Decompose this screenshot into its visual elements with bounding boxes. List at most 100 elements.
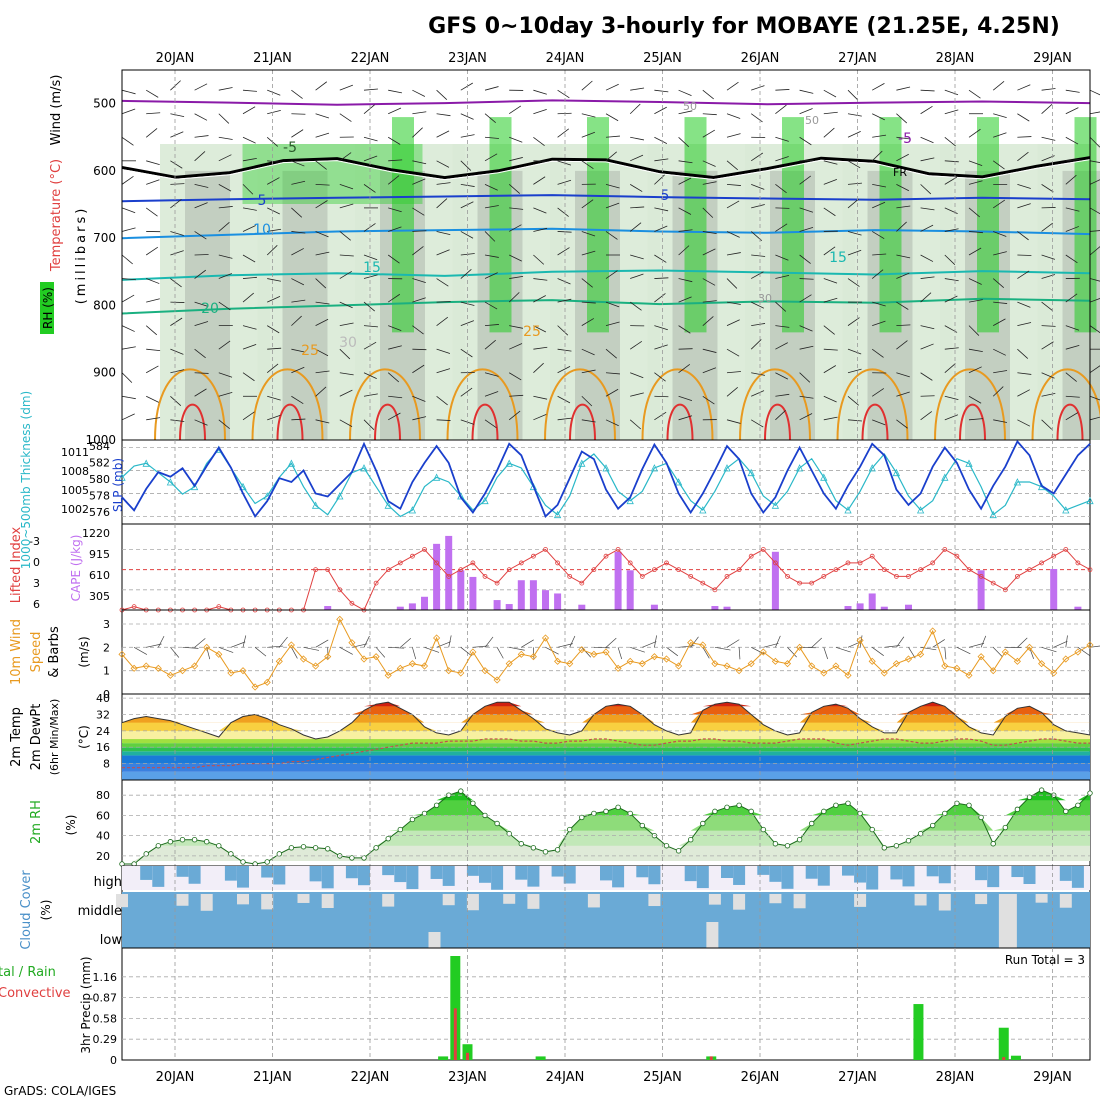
- lifted-index-point: [216, 604, 222, 610]
- cape-bar: [880, 606, 888, 610]
- isotherm-label: 20: [201, 301, 219, 317]
- rh-point: [276, 851, 282, 857]
- dewpoint-band: [122, 763, 1090, 772]
- wind-barb: [751, 301, 764, 309]
- cape-bar: [445, 535, 453, 610]
- cape-bar: [905, 604, 912, 610]
- wind-barb: [363, 155, 378, 162]
- wind-barb: [121, 346, 136, 350]
- cape-bar: [469, 576, 477, 610]
- cloud-low-gap: [428, 932, 441, 948]
- thickness-point: [626, 496, 634, 505]
- rh-shading-green: [587, 117, 609, 333]
- lifted-index-point: [1027, 567, 1032, 573]
- lifted-index-point: [506, 567, 512, 573]
- cape-tick-label: 1220: [82, 527, 110, 540]
- wind-barb: [388, 89, 403, 94]
- wind-barb: [557, 278, 571, 285]
- wind-barb: [1017, 84, 1031, 91]
- wind-barb: [291, 315, 302, 326]
- wind-barb: [146, 160, 160, 166]
- wind-barb: [872, 83, 885, 91]
- cape-bar: [626, 570, 634, 610]
- lifted-index-point: [712, 587, 718, 593]
- wind-barb: [242, 207, 257, 211]
- wind-speed-point: [844, 671, 852, 679]
- wind-barb: [291, 129, 304, 138]
- wind-barb: [121, 136, 134, 146]
- wind-barb: [629, 419, 642, 430]
- cloud-high-bar: [345, 866, 358, 879]
- rh-point: [349, 855, 355, 861]
- rh-point: [155, 843, 161, 849]
- wind-barb: [315, 200, 328, 209]
- wind-tick-label: 2: [103, 641, 110, 654]
- wind-barb: [871, 269, 884, 279]
- wind-barb: [388, 226, 402, 232]
- isotherm-label: 5: [258, 193, 267, 209]
- rh-point: [784, 843, 791, 849]
- wind-barb: [363, 635, 370, 648]
- wind-barb: [557, 247, 570, 256]
- wind-barb: [145, 128, 158, 138]
- thickness-point: [239, 482, 247, 491]
- wind-barb: [968, 348, 983, 353]
- wind-barb: [896, 221, 907, 232]
- temp-shade: [122, 702, 1090, 715]
- wind-barb: [375, 647, 386, 658]
- wind-speed-point: [1013, 657, 1021, 665]
- wind-speed-point: [941, 662, 949, 670]
- lifted-index-point: [724, 573, 730, 579]
- wind-barb: [726, 301, 741, 305]
- wind-barb: [557, 417, 572, 421]
- wind-barb: [702, 367, 717, 374]
- wind-barb: [763, 643, 779, 648]
- wind-barb: [992, 199, 1006, 209]
- pressure-tick-label: 800: [93, 298, 116, 312]
- wind-barb: [751, 390, 765, 397]
- wind-barb: [1089, 416, 1100, 421]
- rh-point: [494, 820, 500, 827]
- wind-barb: [678, 245, 690, 256]
- wind-barb: [509, 157, 523, 162]
- thickness-point: [263, 492, 271, 500]
- wind-barb: [605, 388, 619, 397]
- wind-barb: [1065, 344, 1080, 350]
- wind-barb: [944, 228, 959, 232]
- cloud-middle-gap: [116, 894, 128, 908]
- rh-point: [639, 822, 645, 829]
- cloud-high-bar: [1023, 866, 1036, 884]
- wind-barb: [266, 325, 280, 334]
- lifted-index-point: [531, 553, 536, 559]
- wind-speed-point: [529, 653, 537, 661]
- wind-barb: [242, 344, 257, 350]
- wind-barb: [508, 105, 522, 115]
- wind-barb: [436, 419, 451, 421]
- wind-barb: [339, 419, 353, 427]
- wind-barb: [968, 247, 982, 256]
- wind-barb: [315, 132, 330, 138]
- cape-tick-label: 610: [89, 569, 110, 582]
- precip-convective-bar: [453, 1008, 457, 1060]
- wind-barb: [823, 160, 838, 165]
- wind-barb: [896, 391, 910, 397]
- bottom-date-label: 24JAN: [546, 1070, 585, 1085]
- wind-barb: [1017, 389, 1030, 397]
- wind-barb: [617, 647, 623, 660]
- wind-speed-point: [832, 662, 840, 670]
- wind-barb: [1053, 640, 1068, 648]
- wind-barb: [339, 203, 354, 209]
- lifted-index-point: [349, 600, 355, 606]
- temp-tick-label: 24: [96, 725, 110, 738]
- wind-barb: [775, 635, 781, 648]
- wind-barb: [630, 372, 644, 379]
- wind-barb: [896, 301, 909, 310]
- wind-barb: [569, 635, 576, 648]
- isotherm-25: [544, 368, 616, 441]
- wind-barb: [690, 636, 699, 648]
- wind-barb: [388, 107, 402, 115]
- wind-barb: [291, 180, 306, 185]
- lifted-index-point: [1002, 587, 1008, 593]
- wind-barb: [218, 372, 233, 378]
- wind-barb: [811, 637, 823, 648]
